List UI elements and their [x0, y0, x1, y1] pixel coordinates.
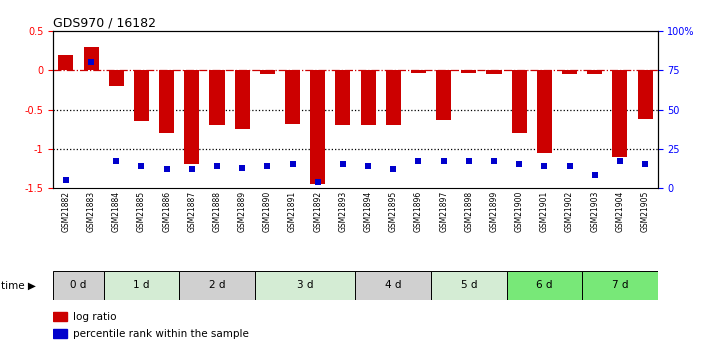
- Bar: [562, 70, 577, 74]
- Bar: [109, 70, 124, 86]
- Bar: [285, 70, 300, 124]
- Bar: [58, 55, 73, 70]
- Bar: [436, 70, 451, 120]
- Bar: [512, 70, 527, 133]
- Bar: [587, 70, 602, 74]
- Bar: [336, 70, 351, 125]
- Bar: [84, 47, 99, 70]
- Bar: [411, 70, 426, 73]
- Bar: [159, 70, 174, 133]
- Bar: [638, 70, 653, 119]
- Bar: [612, 70, 627, 157]
- Bar: [255, 271, 356, 300]
- Text: 6 d: 6 d: [536, 280, 552, 290]
- Bar: [461, 70, 476, 73]
- Bar: [582, 271, 658, 300]
- Text: log ratio: log ratio: [73, 312, 116, 322]
- Bar: [53, 329, 67, 338]
- Bar: [104, 271, 179, 300]
- Bar: [53, 312, 67, 321]
- Bar: [537, 70, 552, 153]
- Bar: [506, 271, 582, 300]
- Text: time ▶: time ▶: [1, 280, 36, 290]
- Bar: [184, 70, 199, 165]
- Text: 2 d: 2 d: [209, 280, 225, 290]
- Text: 1 d: 1 d: [133, 280, 150, 290]
- Text: 5 d: 5 d: [461, 280, 477, 290]
- Bar: [486, 70, 501, 74]
- Bar: [260, 70, 275, 74]
- Text: percentile rank within the sample: percentile rank within the sample: [73, 329, 249, 339]
- Text: 4 d: 4 d: [385, 280, 402, 290]
- Bar: [310, 70, 325, 184]
- Bar: [134, 70, 149, 121]
- Text: 0 d: 0 d: [70, 280, 87, 290]
- Bar: [179, 271, 255, 300]
- Bar: [356, 271, 431, 300]
- Bar: [385, 70, 401, 125]
- Text: GDS970 / 16182: GDS970 / 16182: [53, 17, 156, 30]
- Bar: [210, 70, 225, 125]
- Bar: [431, 271, 506, 300]
- Text: 7 d: 7 d: [611, 280, 628, 290]
- Bar: [235, 70, 250, 129]
- Bar: [360, 70, 375, 125]
- Text: 3 d: 3 d: [297, 280, 314, 290]
- Bar: [53, 271, 104, 300]
